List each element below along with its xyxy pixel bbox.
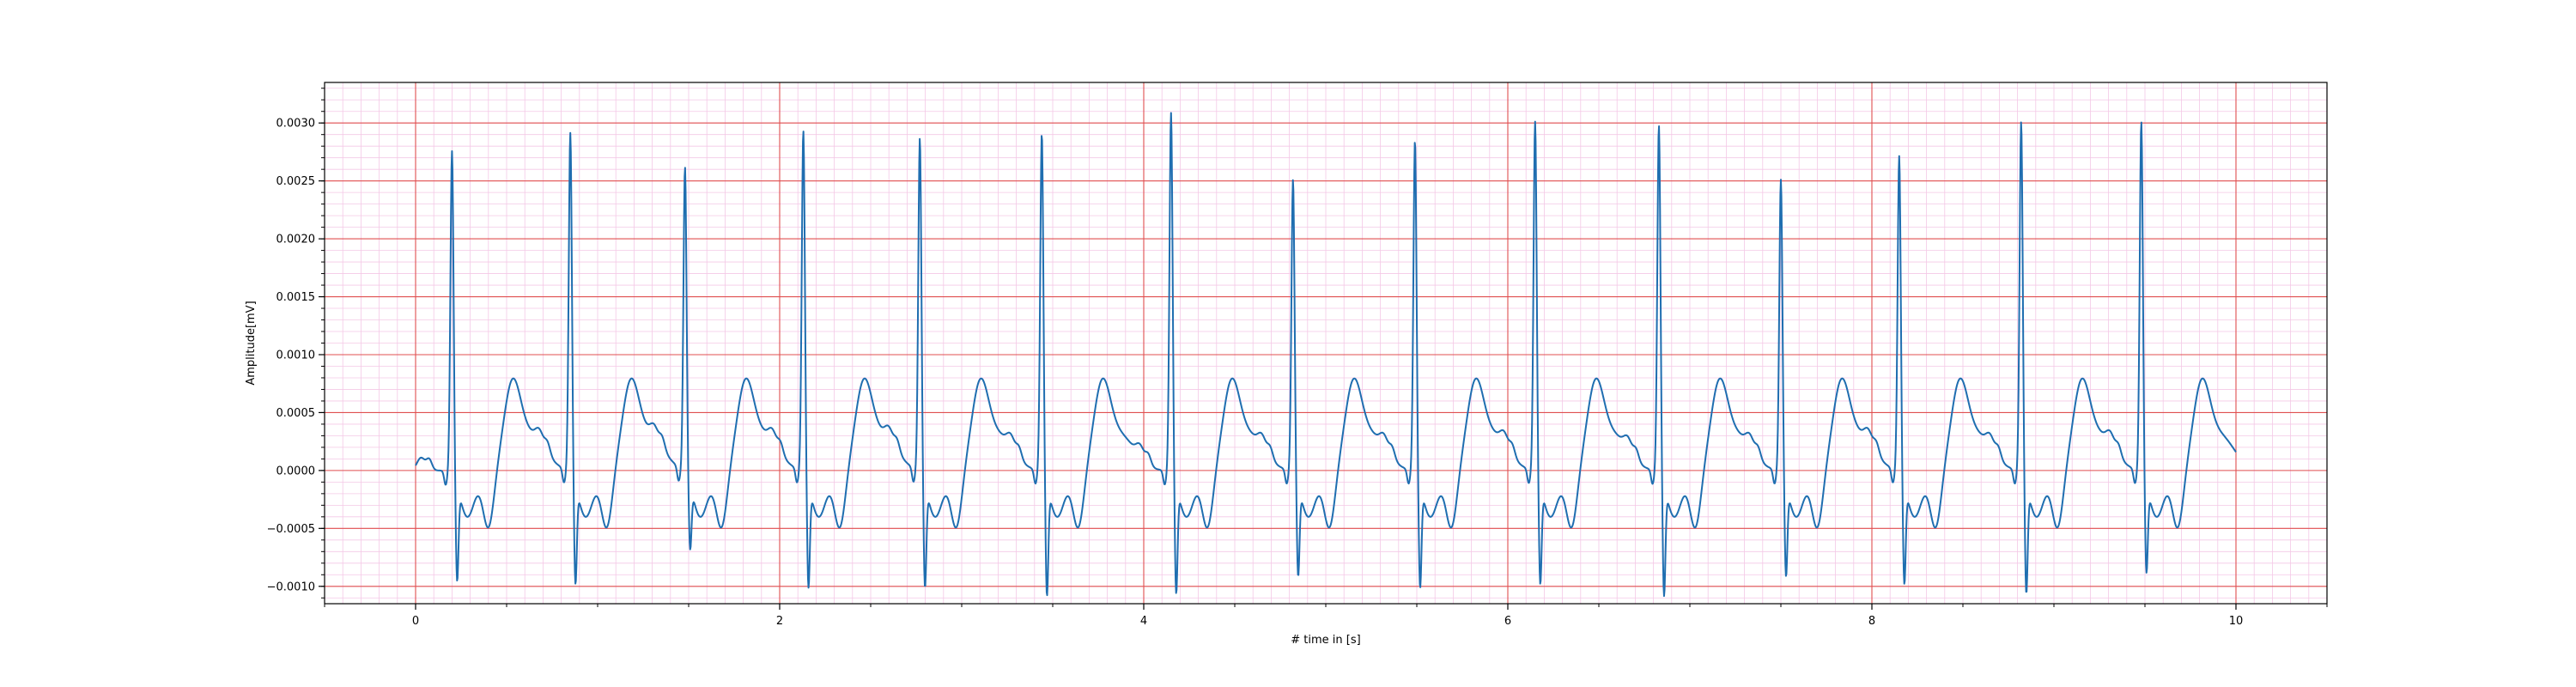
y-tick-label: 0.0020 xyxy=(276,234,316,246)
ecg-series xyxy=(415,112,2237,598)
major-grid xyxy=(325,82,2327,604)
y-tick-label: 0.0005 xyxy=(276,407,316,420)
y-axis: −0.0010 −0.0005 0.0000 0.0005 0.0010 0.0015 0.… xyxy=(267,88,325,599)
x-tick-label: 8 xyxy=(1868,615,1875,628)
y-tick-label: 0.0030 xyxy=(276,118,316,131)
x-tick-label: 6 xyxy=(1504,615,1511,628)
x-axis-label: # time in [s] xyxy=(1291,634,1360,647)
x-tick-label: 2 xyxy=(776,615,783,628)
y-tick-label: 0.0025 xyxy=(276,175,316,188)
ecg-line xyxy=(415,112,2237,598)
y-tick-label: 0.0000 xyxy=(276,465,316,477)
y-tick-label: −0.0005 xyxy=(267,523,315,536)
y-tick-label: −0.0010 xyxy=(267,581,315,593)
y-tick-label: 0.0010 xyxy=(276,349,316,362)
y-tick-label: 0.0015 xyxy=(276,291,316,304)
x-tick-label: 4 xyxy=(1140,615,1147,628)
x-tick-label: 0 xyxy=(412,615,419,628)
x-tick-label: 10 xyxy=(2229,615,2244,628)
y-axis-label: Amplitude[mV] xyxy=(245,301,258,385)
x-axis: 0 2 4 6 8 10 xyxy=(324,604,2328,628)
